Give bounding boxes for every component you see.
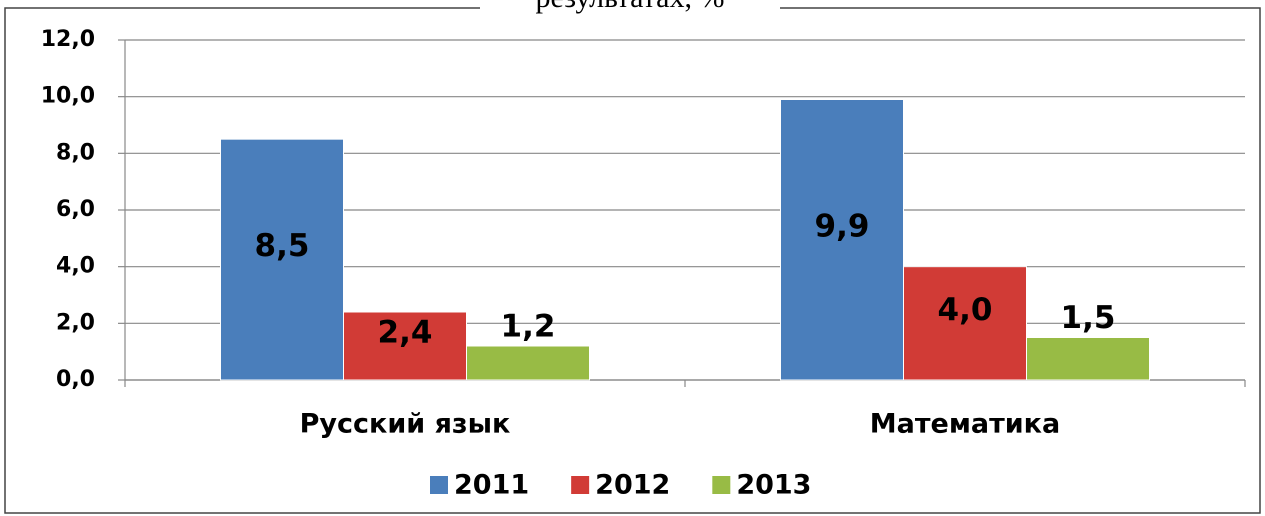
value-label: 4,0 <box>938 292 993 328</box>
bar <box>343 311 467 381</box>
y-tick-label: 0,0 <box>56 367 95 392</box>
legend-swatch <box>571 476 590 494</box>
y-tick-label: 4,0 <box>56 254 95 279</box>
legend-label: 2013 <box>736 470 811 501</box>
legend-label: 2011 <box>454 470 529 501</box>
y-tick-label: 12,0 <box>41 27 95 52</box>
x-tick-label: Русский язык <box>300 409 511 440</box>
legend-swatch <box>712 476 731 494</box>
value-label: 1,5 <box>1061 300 1116 336</box>
y-tick-label: 6,0 <box>56 197 95 222</box>
value-label: 2,4 <box>378 315 433 351</box>
y-tick-label: 10,0 <box>41 84 95 109</box>
bar <box>903 266 1027 381</box>
legend-label: 2012 <box>595 470 670 501</box>
value-label: 9,9 <box>815 208 870 244</box>
y-tick-label: 8,0 <box>56 140 95 165</box>
bar <box>220 138 344 381</box>
chart-title: результатах, % <box>536 0 725 14</box>
title-backdrop <box>480 0 780 14</box>
value-label: 1,2 <box>501 309 556 345</box>
x-tick-label: Математика <box>870 409 1060 440</box>
value-label: 8,5 <box>255 228 310 264</box>
bar <box>780 99 904 381</box>
bar <box>1026 337 1150 381</box>
y-tick-label: 2,0 <box>56 310 95 335</box>
chart-border <box>4 7 1261 514</box>
legend-swatch <box>430 476 448 494</box>
bar <box>466 345 590 381</box>
